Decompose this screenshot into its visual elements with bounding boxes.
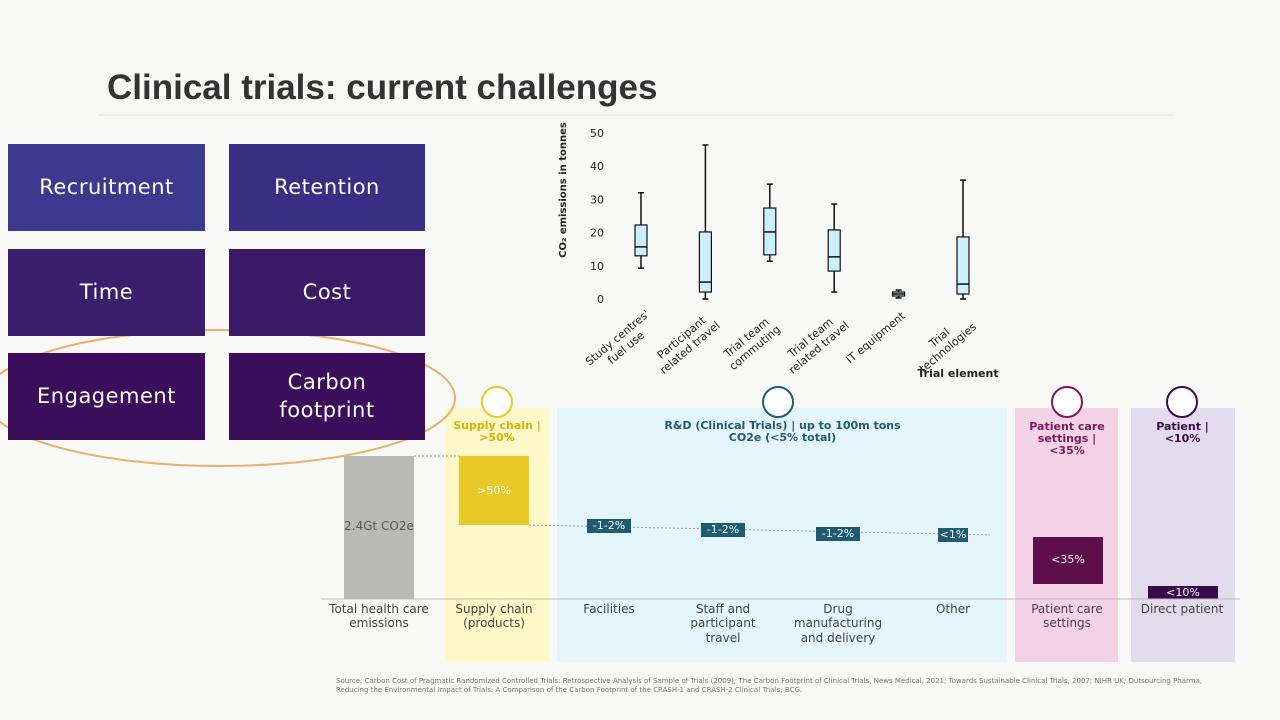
- y-axis-label: CO₂ emissions in tonnes: [558, 122, 569, 258]
- y-tick-label: 40: [590, 160, 604, 173]
- bar-label: <35%: [1051, 553, 1085, 566]
- y-tick-label: 0: [597, 293, 604, 306]
- y-tick-label: 30: [590, 193, 604, 206]
- icon: [1166, 386, 1198, 418]
- panel-patient-care: [1015, 408, 1118, 662]
- tile: Engagement: [8, 353, 205, 440]
- panel-supply: [445, 408, 549, 662]
- wf-bar: [701, 523, 745, 537]
- x-axis-label: Trial element: [917, 367, 998, 380]
- wf-bar: [1148, 586, 1218, 599]
- category-label: Drug manufacturing and delivery: [793, 602, 883, 645]
- bar-label: <10%: [1166, 586, 1200, 599]
- section-label: Supply chain | >50%: [453, 419, 541, 445]
- icon: [1051, 386, 1083, 418]
- wf-bar: [938, 528, 968, 542]
- bar-label: 2.4Gt CO2e: [344, 519, 414, 533]
- y-tick-label: 20: [590, 227, 604, 240]
- category-label: Other: [935, 602, 971, 616]
- section-label: Patient care settings | <35%: [1029, 420, 1105, 458]
- wf-bar: [1033, 537, 1103, 584]
- bar-label: >50%: [477, 484, 511, 497]
- tile: Cost: [229, 249, 425, 336]
- source-note: Source: Carbon Cost of Pragmatic Randomi…: [336, 677, 1203, 695]
- box: [698, 231, 713, 293]
- wf-bar: [344, 456, 414, 599]
- category-label: Patient care settings: [1031, 602, 1103, 631]
- slide-title: Clinical trials: current challenges: [107, 68, 658, 107]
- bar-label: -1-2%: [821, 527, 855, 540]
- category-label: Staff and participant travel: [690, 602, 756, 645]
- bar-label: <1%: [939, 528, 967, 541]
- tile: Recruitment: [8, 144, 205, 231]
- box: [634, 224, 648, 257]
- box: [827, 229, 841, 272]
- wf-bar: [459, 456, 529, 525]
- tile: Retention: [229, 144, 425, 231]
- box: [956, 236, 970, 295]
- bar-label: -1-2%: [592, 519, 626, 532]
- section-label: Patient | <10%: [1156, 420, 1209, 446]
- wf-bar: [816, 527, 860, 541]
- tile: Carbon footprint: [229, 353, 425, 440]
- section-label: R&D (Clinical Trials) | up to 100m tons …: [664, 419, 901, 445]
- category-label: Direct patient: [1140, 602, 1224, 616]
- icon: [762, 386, 794, 418]
- category-label: Facilities: [583, 602, 635, 616]
- category-label: Total health care emissions: [329, 602, 429, 631]
- icon: [481, 386, 513, 418]
- category-label: Supply chain (products): [455, 602, 533, 631]
- y-tick-label: 50: [590, 127, 604, 140]
- tile: Time: [8, 249, 205, 336]
- wf-bar: [587, 519, 631, 533]
- y-tick-label: 10: [590, 260, 604, 273]
- highlight-ellipse: [0, 329, 456, 467]
- panel-patient: [1131, 408, 1235, 662]
- panel-rd: [557, 408, 1007, 662]
- bar-label: -1-2%: [706, 523, 740, 536]
